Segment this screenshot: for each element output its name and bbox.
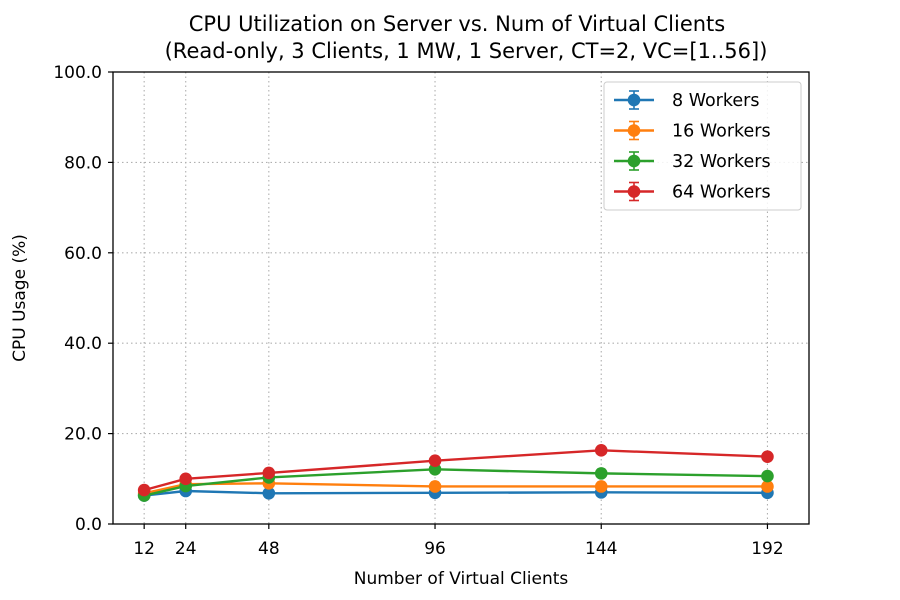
series-line (143, 482, 768, 495)
x-tick-label: 24 (175, 539, 197, 559)
x-tick-label: 48 (258, 539, 280, 559)
legend-marker (627, 124, 641, 137)
data-point (594, 444, 608, 457)
data-point (428, 480, 442, 493)
x-tick-label: 12 (133, 539, 155, 559)
legend: 8 Workers 16 Workers 32 Workers 64 Workers (603, 81, 802, 211)
y-tick-label: 40.0 (64, 334, 102, 354)
legend-entry: 64 Workers (614, 181, 771, 203)
x-tick-label: 96 (424, 539, 446, 559)
data-point (594, 467, 608, 480)
legend-marker (627, 154, 641, 168)
y-axis: 0.0 20.0 40.0 60.0 80.0 100.0 (53, 63, 113, 535)
series-layer (137, 444, 774, 502)
data-point (761, 469, 774, 483)
series-line (143, 449, 768, 492)
legend-entry: 32 Workers (614, 151, 771, 172)
chart-title-line-1: CPU Utilization on Server vs. Num of Vir… (189, 12, 725, 36)
y-tick-label: 100.0 (53, 63, 102, 83)
data-point (761, 480, 774, 493)
legend-label: 32 Workers (672, 152, 771, 172)
x-axis: 12 24 48 96 144 192 (133, 524, 784, 559)
data-point (137, 483, 151, 497)
plot-frame (112, 71, 810, 525)
series-line (143, 468, 768, 497)
data-point (262, 486, 276, 500)
y-tick-label: 0.0 (75, 515, 102, 535)
y-tick-label: 80.0 (64, 153, 102, 173)
series-line (144, 489, 768, 497)
series-64-workers (137, 444, 774, 497)
data-point (179, 472, 193, 486)
data-point (594, 480, 608, 493)
y-tick-label: 60.0 (64, 244, 102, 264)
data-point (262, 466, 276, 480)
legend-entry: 8 Workers (614, 90, 759, 111)
chart-title-line-2: (Read-only, 3 Clients, 1 MW, 1 Server, C… (165, 39, 768, 63)
legend-marker (627, 93, 641, 107)
x-axis-label: Number of Virtual Clients (354, 569, 569, 589)
legend-entry: 16 Workers (614, 120, 771, 142)
legend-label: 8 Workers (672, 91, 759, 111)
legend-marker (627, 185, 641, 198)
legend-label: 64 Workers (672, 183, 771, 203)
data-point (428, 454, 442, 468)
x-tick-label: 144 (585, 539, 617, 559)
data-point (761, 450, 774, 463)
y-axis-label: CPU Usage (%) (10, 234, 30, 362)
y-tick-label: 20.0 (64, 425, 102, 445)
legend-label: 16 Workers (672, 122, 771, 142)
legend-frame (603, 81, 802, 211)
x-tick-label: 192 (751, 539, 783, 559)
